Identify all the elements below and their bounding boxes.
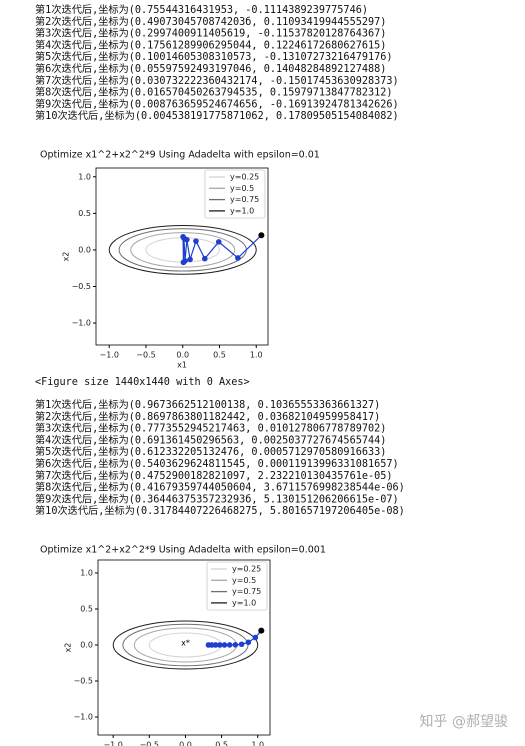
output-line: 第10次迭代后,坐标为(0.31784407226468275, 5.80165… [35, 504, 405, 517]
y-tick-label: −0.5 [74, 676, 93, 685]
start-point [258, 232, 265, 239]
start-point [258, 627, 265, 634]
x-tick-label: 0.5 [213, 351, 226, 360]
plot-area [112, 620, 265, 670]
legend-label: y=0.75 [230, 195, 259, 204]
output-line: 第7次迭代后,坐标为(0.4752900182821097, 2.2322101… [35, 469, 393, 482]
legend-label: y=1.0 [230, 206, 254, 215]
trajectory-point [205, 642, 212, 648]
trajectory-point [252, 634, 259, 641]
y-tick-label: 0.5 [78, 209, 91, 218]
x-tick-label: −0.5 [140, 741, 159, 746]
trajectory-point [187, 256, 193, 263]
plot-area [108, 225, 265, 275]
y-tick-label: −0.5 [72, 282, 91, 291]
trajectory-point [221, 642, 228, 648]
legend-label: y=0.25 [232, 565, 261, 574]
contour [112, 620, 259, 670]
output-line: 第9次迭代后,坐标为(0.3644637535723293б, 5.130151… [35, 492, 399, 505]
y-tick-label: −1.0 [74, 712, 93, 721]
output-line: 第3次迭代后,坐标为(0.2997400911405619, -0.115378… [35, 27, 386, 40]
y-tick-label: −1.0 [72, 319, 91, 328]
trajectory-point [201, 255, 208, 262]
legend-label: y=0.75 [232, 587, 261, 596]
trajectory-point [216, 642, 223, 648]
legend-label: y=0.25 [230, 173, 259, 182]
chart-title: Optimize x1^2+x2^2*9 Using Adadelta with… [40, 545, 326, 556]
x-tick-label: −1.0 [100, 351, 119, 360]
trajectory-point [215, 239, 222, 245]
output-line: 第9次迭代后,坐标为(0.008763659524674656, -0.1691… [35, 97, 399, 110]
x-tick-label: 1.0 [250, 351, 263, 360]
x-axis-label: x1 [177, 361, 187, 370]
legend-label: y=0.5 [230, 184, 254, 193]
trajectory-point [180, 259, 187, 266]
y-tick-label: 0.0 [80, 640, 93, 649]
y-tick-label: 1.0 [80, 568, 93, 577]
output-line: 第6次迭代后,坐标为(0.05597592493197046, 0.140482… [35, 62, 386, 75]
output-line: 第8次迭代后,坐标为(0.41679359744050604, 3.671157… [35, 481, 405, 494]
chart-title: Optimize x1^2+x2^2*9 Using Adadelta with… [40, 150, 320, 161]
contour [130, 232, 236, 268]
legend-box [204, 169, 266, 219]
output-line: 第3次迭代后,坐标为(0.7773552945217463, 0.0101278… [35, 422, 386, 435]
trajectory-point [212, 642, 219, 648]
legend-label: y=0.5 [232, 576, 256, 585]
output-line: 第6次迭代后,坐标为(0.5403629624811545, 0.0001191… [35, 457, 399, 470]
output-line: 第5次迭代后,坐标为(0.10014605308310573, -0.13107… [35, 50, 393, 63]
x-tick-label: −0.5 [136, 351, 155, 360]
y-axis-label: x2 [64, 643, 73, 653]
output-line: 第8次迭代后,坐标为(0.016570450263794535, 0.15979… [35, 86, 393, 99]
trajectory-point [180, 233, 186, 240]
y-tick-label: 0.5 [80, 604, 93, 613]
x-tick-label: 0.5 [215, 741, 228, 746]
output-line: 第4次迭代后,坐标为(0.691361450296563, 0.00250377… [35, 433, 386, 446]
figure-note: <Figure size 1440x1440 with 0 Axes> [35, 377, 250, 388]
output-line: 第7次迭代后,坐标为(0.030732222360432174, -0.1501… [35, 74, 399, 87]
axes-frame [97, 559, 271, 736]
x-tick-label: 0.0 [176, 351, 189, 360]
trajectory-point [235, 255, 241, 261]
watermark: 知乎 @郝望骏 [420, 713, 508, 730]
axes-frame [95, 167, 269, 346]
output-line: 第1次迭代后,坐标为(0.9673662512100138, 0.1036555… [35, 398, 380, 411]
y-tick-label: 0.0 [78, 245, 91, 254]
trajectory-point [226, 642, 233, 648]
contour [108, 225, 257, 275]
x-tick-label: 0.0 [179, 741, 192, 746]
x-tick-label: −1.0 [103, 741, 122, 746]
output-line: 第5次迭代后,坐标为(0.612332205132476, 0.00057129… [35, 445, 386, 458]
output-line: 第10次迭代后,坐标为(0.004538191775871062, 0.1780… [35, 109, 399, 122]
output-line: 第2次迭代后,坐标为(0.8697863801182442, 0.0368210… [35, 410, 380, 423]
trajectory-point [245, 639, 252, 646]
trajectory-point [232, 641, 239, 648]
output-line: 第4次迭代后,坐标为(0.17561289906295044, 0.122461… [35, 38, 386, 51]
y-axis-label: x2 [62, 252, 71, 262]
legend-label: y=1.0 [232, 598, 256, 607]
trajectory-point [238, 641, 245, 648]
legend-box [206, 561, 268, 611]
output-line: 第1次迭代后,坐标为(0.75544316431953, -0.11143892… [35, 3, 368, 16]
trajectory-point [193, 238, 199, 244]
y-tick-label: 1.0 [78, 172, 91, 181]
output-line: 第2次迭代后,坐标为(0.4907304570874203б, 0.110934… [35, 15, 386, 28]
x-tick-label: 1.0 [251, 741, 264, 746]
annotation: x* [181, 638, 190, 647]
